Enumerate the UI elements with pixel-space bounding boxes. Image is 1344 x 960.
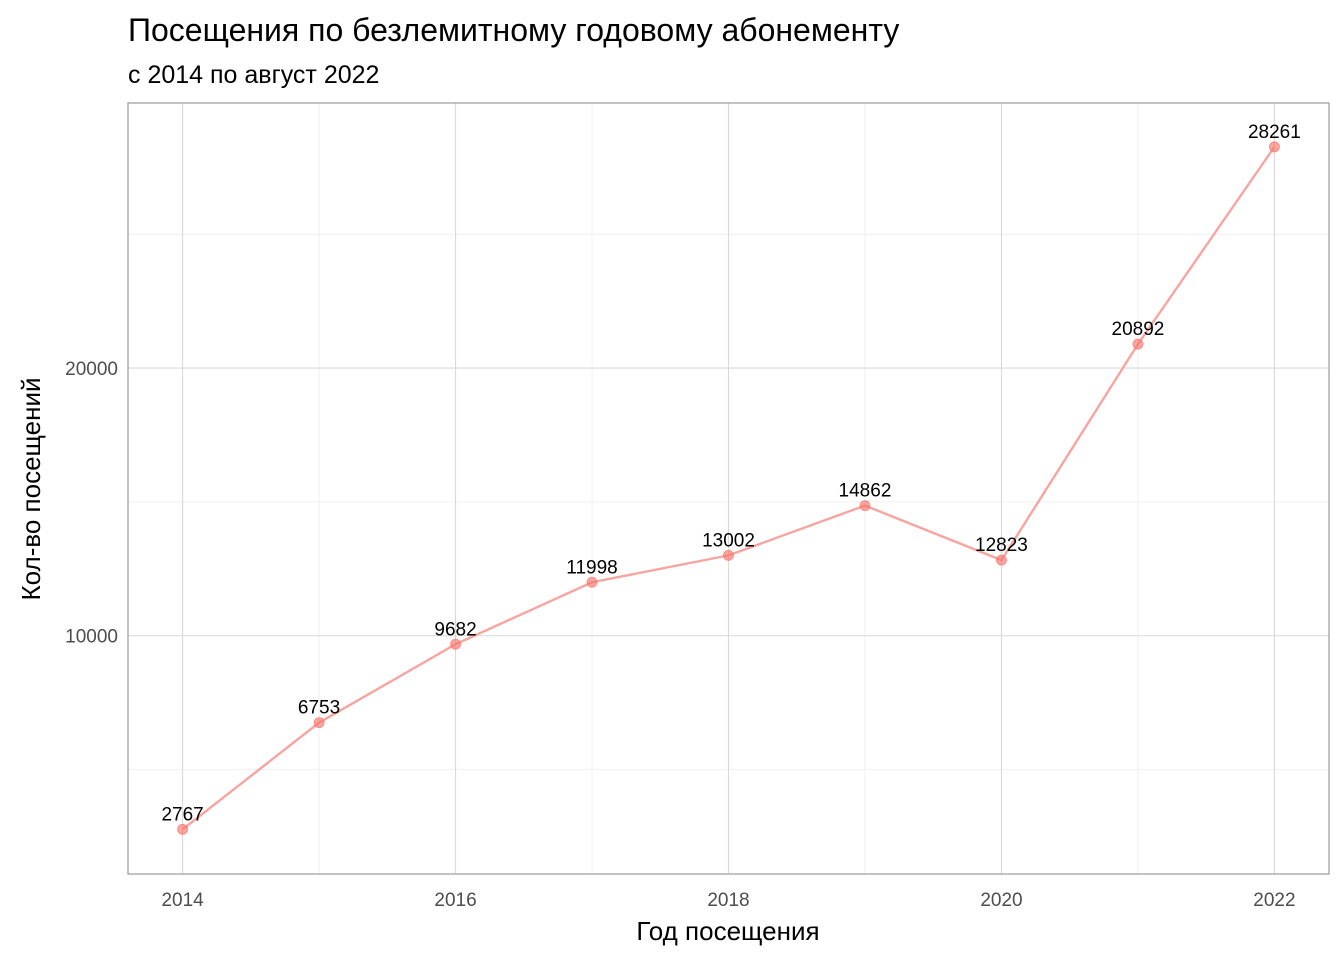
data-label: 20892 xyxy=(1112,319,1165,340)
panel-border xyxy=(127,102,1330,875)
y-tick-label: 10000 xyxy=(65,627,118,648)
data-label: 6753 xyxy=(298,698,340,719)
data-label: 12823 xyxy=(975,535,1028,556)
data-point xyxy=(1268,141,1280,153)
data-label: 13002 xyxy=(702,530,755,551)
data-point xyxy=(723,549,734,561)
y-tick-label: 20000 xyxy=(65,359,118,380)
data-point xyxy=(995,554,1007,566)
data-point xyxy=(177,823,189,835)
data-point xyxy=(586,576,598,588)
x-axis-title: Год посещения xyxy=(636,916,819,946)
data-label: 28261 xyxy=(1248,122,1301,143)
x-tick-label: 2020 xyxy=(980,890,1022,911)
y-axis-title: Кол-во посещений xyxy=(16,377,46,600)
data-point xyxy=(859,500,871,512)
data-label: 11998 xyxy=(566,557,617,578)
chart-title: Посещения по безлемитному годовому абоне… xyxy=(128,12,899,48)
data-point xyxy=(450,638,462,650)
x-tick-label: 2022 xyxy=(1253,890,1295,911)
data-label: 2767 xyxy=(161,804,203,825)
data-point xyxy=(313,717,325,729)
x-tick-label: 2016 xyxy=(434,890,476,911)
data-point xyxy=(1132,338,1144,350)
chart-subtitle: с 2014 по август 2022 xyxy=(128,61,379,89)
data-label: 9682 xyxy=(434,619,476,640)
data-label: 14862 xyxy=(839,481,892,502)
plot-area: 2014 2016 2018 2020 2022 10000 20000 2767 6753 96… xyxy=(65,102,1330,911)
x-tick-label: 2014 xyxy=(161,890,204,911)
x-tick-label: 2018 xyxy=(707,890,749,911)
